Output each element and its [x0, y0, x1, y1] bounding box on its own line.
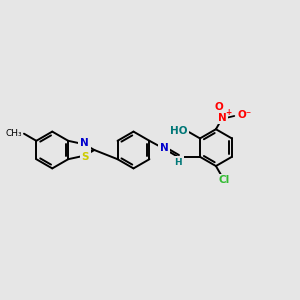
Text: O⁻: O⁻ — [237, 110, 251, 120]
Text: CH₃: CH₃ — [6, 129, 22, 138]
Text: S: S — [81, 152, 89, 162]
Text: H: H — [174, 158, 182, 167]
Text: +: + — [225, 108, 232, 117]
Text: Cl: Cl — [219, 176, 230, 185]
Text: O: O — [214, 102, 223, 112]
Text: HO: HO — [170, 126, 188, 136]
Text: N: N — [160, 142, 168, 153]
Text: N: N — [80, 138, 89, 148]
Text: N: N — [218, 113, 227, 123]
